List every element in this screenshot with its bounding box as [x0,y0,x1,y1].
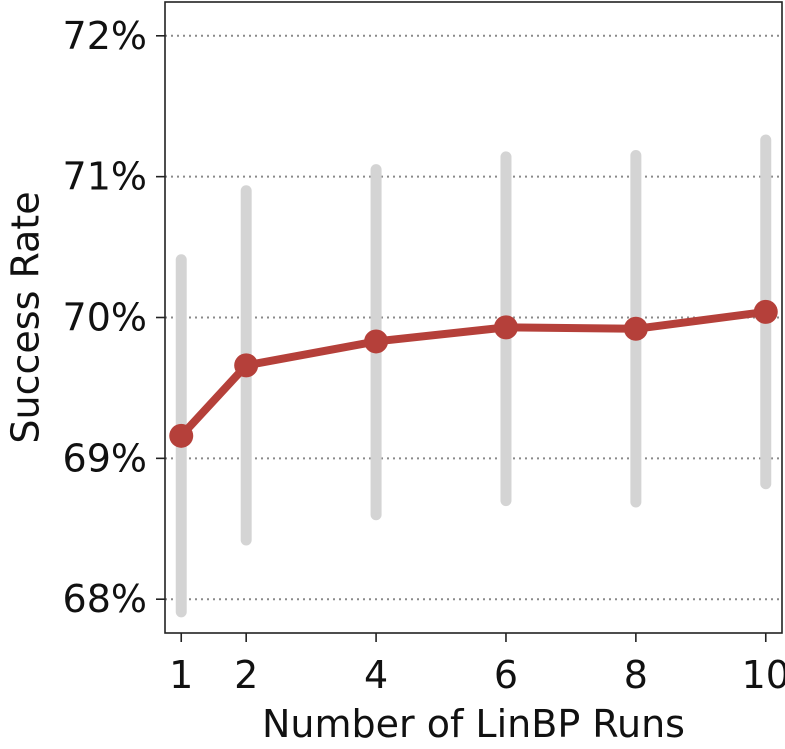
y-tick-label: 72% [63,14,147,58]
x-tick-label: 10 [742,653,785,697]
data-point [753,299,778,324]
data-points [169,299,778,448]
y-tick-label: 70% [63,296,147,340]
data-point [234,353,259,378]
x-tick-label: 8 [624,653,648,697]
y-axis-label: Success Rate [4,191,48,443]
x-tick-label: 4 [364,653,388,697]
error-bars [175,134,772,618]
x-axis-label: Number of LinBP Runs [262,702,685,746]
x-tick-label: 2 [234,653,258,697]
y-axis-ticks: 68% 69% 70% 71% 72% [63,14,165,621]
x-axis-ticks: 1 2 4 6 8 10 [169,633,785,697]
x-tick-label: 1 [169,653,193,697]
x-tick-label: 6 [494,653,518,697]
grid-lines [165,34,782,601]
y-tick-label: 68% [63,577,147,621]
data-point [364,329,389,354]
data-point [169,423,194,448]
plot-frame [164,1,783,634]
series-line [177,307,770,440]
data-point [493,315,518,340]
y-tick-label: 71% [63,155,147,199]
y-tick-label: 69% [63,436,147,480]
series-line-path [177,307,770,440]
data-point [623,316,648,341]
